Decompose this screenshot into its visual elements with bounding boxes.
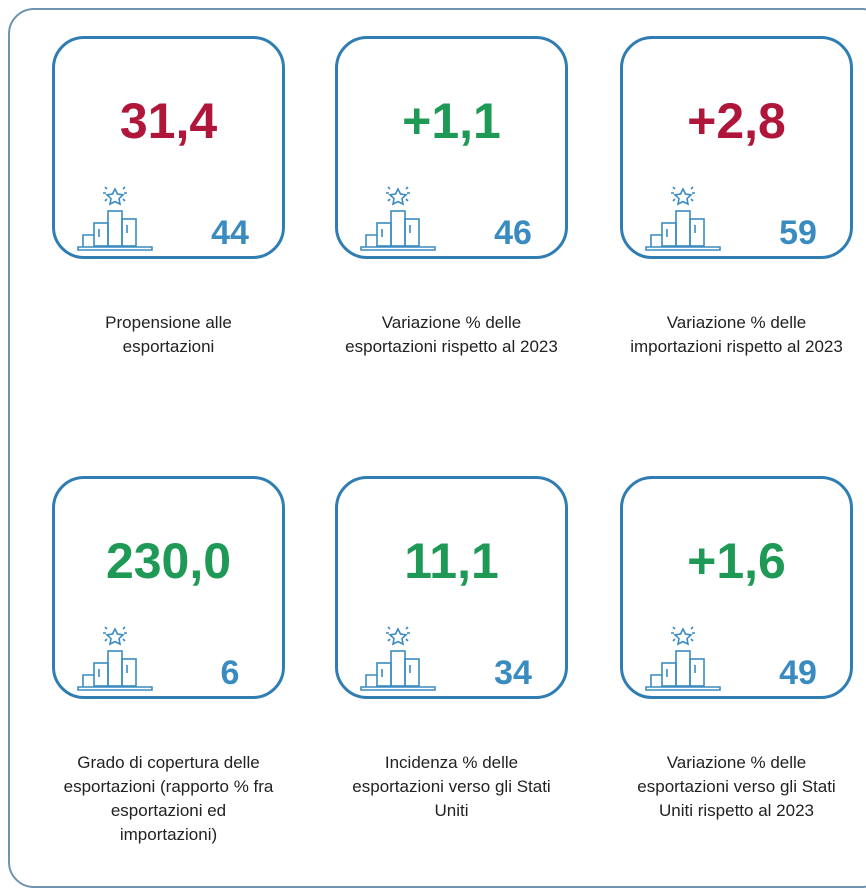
- kpi-card: +1,6 49: [620, 476, 853, 699]
- kpi-rank: 44: [211, 214, 249, 252]
- kpi-value: 31,4: [119, 93, 218, 149]
- kpi-label: Grado di copertura delle esportazioni (r…: [63, 753, 274, 844]
- kpi-card: 31,4 44: [52, 36, 285, 259]
- kpi-value: +1,6: [687, 533, 786, 589]
- kpi-rank: 6: [220, 654, 240, 692]
- kpi-value: +1,1: [402, 93, 501, 149]
- kpi-label: Variazione % delle esportazioni rispetto…: [345, 313, 558, 356]
- kpi-label: Incidenza % delle esportazioni verso gli…: [352, 753, 551, 820]
- kpi-rank: 49: [779, 654, 817, 692]
- podium-icon: [643, 621, 733, 698]
- kpi-rank: 46: [494, 214, 532, 252]
- podium-icon: [75, 181, 165, 258]
- page: 31,4 44 Propensione alle esportazioni +1,1 4…: [8, 8, 866, 888]
- podium-icon: [75, 621, 165, 698]
- kpi-label: Variazione % delle esportazioni verso gl…: [637, 753, 836, 820]
- kpi-value: +2,8: [687, 93, 786, 149]
- kpi-card: +2,8 59: [620, 36, 853, 259]
- kpi-rank: 59: [779, 214, 817, 252]
- podium-icon: [358, 181, 448, 258]
- kpi-value: 230,0: [105, 533, 232, 589]
- kpi-value: 11,1: [404, 533, 499, 589]
- kpi-label: Variazione % delle importazioni rispetto…: [630, 313, 843, 356]
- kpi-card: 230,0 6: [52, 476, 285, 699]
- kpi-card: +1,1 46: [335, 36, 568, 259]
- podium-icon: [643, 181, 733, 258]
- kpi-rank: 34: [494, 654, 532, 692]
- kpi-card: 11,1 34: [335, 476, 568, 699]
- podium-icon: [358, 621, 448, 698]
- kpi-label: Propensione alle esportazioni: [105, 313, 232, 356]
